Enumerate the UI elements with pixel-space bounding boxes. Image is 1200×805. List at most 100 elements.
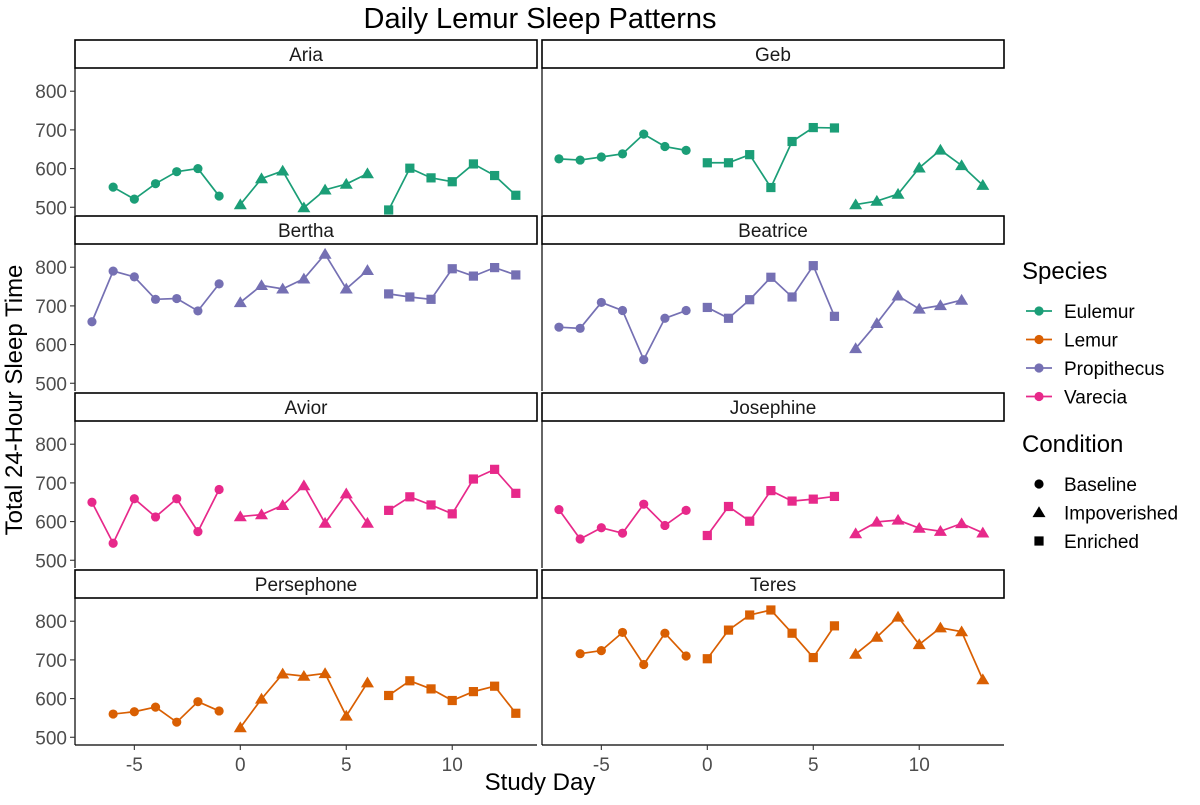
data-point-enriched [829,311,840,321]
data-point-baseline [575,155,585,165]
condition-legend-label: Enriched [1064,532,1139,553]
data-point-enriched [723,501,734,512]
panel-josephine: Josephine [541,392,1005,568]
data-point-baseline [639,499,649,509]
y-tick-label: 500 [35,551,67,572]
data-point-baseline [214,279,224,289]
data-point-enriched [384,690,394,701]
x-tick-label: -5 [593,755,610,776]
data-point-impoverished [276,667,290,679]
data-point-impoverished [339,487,353,499]
panel-strip [541,569,1005,599]
data-point-enriched [405,163,415,173]
panel-strip-label: Bertha [278,221,334,242]
species-legend-marker [1034,391,1044,402]
condition-legend-item: Enriched [1034,532,1139,553]
data-point-baseline [150,702,161,712]
series-line-enriched [707,126,835,190]
y-tick-label: 500 [35,374,67,395]
y-tick-label: 700 [35,474,67,495]
data-point-enriched [766,272,776,282]
data-point-impoverished [233,198,247,210]
data-point-enriched [468,159,479,169]
data-point-baseline [596,297,606,308]
data-point-enriched [426,173,436,183]
y-tick-label: 800 [35,435,67,456]
series-line-impoverished [855,294,962,349]
data-point-baseline [129,272,139,282]
data-point-enriched [745,516,755,526]
data-point-impoverished [849,198,863,210]
data-point-baseline [108,709,118,719]
data-point-baseline [681,651,691,661]
data-point-impoverished [849,527,863,539]
data-point-impoverished [955,517,969,529]
panels-layer: Aria500600700800GebBertha500600700800Bea… [35,39,1005,776]
x-tick-label: 10 [442,755,463,776]
data-point-impoverished [912,302,926,314]
data-point-impoverished [912,161,926,173]
data-point-baseline [172,167,182,177]
panel-geb: Geb [541,39,1005,215]
panel-strip-label: Beatrice [738,221,808,242]
y-tick-label: 700 [35,651,67,672]
y-tick-label: 500 [35,728,67,749]
data-point-impoverished [297,272,311,284]
panel-strip [74,569,538,599]
data-point-enriched [490,681,500,691]
data-point-impoverished [254,508,269,520]
panel-strip-label: Geb [755,45,791,66]
data-point-enriched [702,530,712,541]
data-point-impoverished [933,525,947,536]
data-point-enriched [468,687,479,697]
data-point-enriched [723,313,734,323]
data-point-enriched [468,271,479,281]
condition-legend-marker [1034,536,1044,546]
series-line-baseline [113,700,220,724]
x-tick-label: 0 [702,755,713,776]
panel-strip-label: Josephine [730,398,817,419]
species-legend-marker [1034,363,1044,373]
data-point-enriched [405,676,415,686]
data-point-impoverished [233,721,247,733]
data-point-enriched [511,190,521,200]
data-point-impoverished [933,143,947,155]
data-point-baseline [129,494,139,504]
data-point-enriched [787,136,797,147]
species-legend-label: Propithecus [1064,359,1164,380]
data-point-baseline [150,512,161,522]
species-legend-marker [1034,306,1044,316]
data-point-impoverished [339,177,353,189]
condition-legend-label: Impoverished [1064,504,1178,525]
data-point-enriched [787,292,797,302]
data-point-enriched [511,270,521,280]
data-point-impoverished [976,673,990,685]
data-point-enriched [723,625,734,635]
panel-strip-label: Persephone [255,575,357,596]
data-point-enriched [426,500,436,510]
y-tick-label: 700 [35,121,67,142]
panel-strip [541,392,1005,422]
x-tick-label: -5 [126,755,143,776]
data-point-baseline [554,322,564,332]
data-point-impoverished [891,610,905,622]
series-line-baseline [580,631,687,667]
data-point-enriched [702,302,712,313]
data-point-impoverished [891,513,905,525]
data-point-impoverished [870,515,884,527]
y-tick-label: 600 [35,336,67,357]
data-point-enriched [511,488,521,498]
panel-strip-label: Aria [289,45,323,66]
data-point-impoverished [276,164,290,176]
data-point-baseline [639,355,649,365]
data-point-impoverished [297,479,311,491]
condition-legend-marker [1032,506,1046,518]
y-axis-label: Total 24-Hour Sleep Time [1,265,28,536]
data-point-impoverished [976,526,990,538]
series-line-impoverished [855,148,984,206]
panel-strip [541,215,1005,245]
data-point-baseline [681,305,691,316]
condition-legend-title: Condition [1022,431,1123,458]
data-point-enriched [405,292,415,302]
